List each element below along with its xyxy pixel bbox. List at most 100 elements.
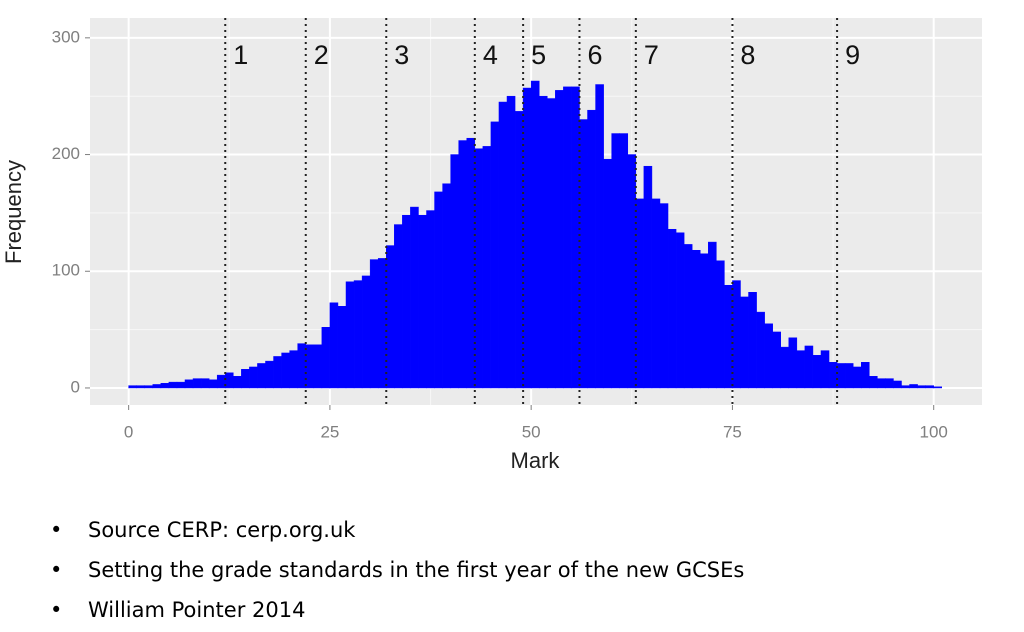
bar	[466, 137, 476, 389]
bar	[434, 191, 443, 389]
bar	[498, 101, 508, 389]
bar	[522, 87, 532, 389]
bar	[136, 385, 145, 389]
bar	[852, 366, 862, 389]
bar	[257, 363, 266, 389]
bar	[748, 292, 757, 389]
bar	[595, 84, 604, 389]
bar	[869, 376, 878, 389]
bar	[514, 111, 524, 389]
bar	[329, 302, 339, 389]
bar	[176, 381, 186, 389]
bar	[885, 378, 894, 389]
bar	[128, 385, 137, 389]
bar	[627, 154, 637, 389]
bar	[530, 80, 540, 389]
bar	[579, 119, 588, 389]
bullet: William Pointer 2014	[0, 590, 1024, 630]
bar	[361, 275, 371, 389]
bullet: Setting the grade standards in the first…	[0, 550, 1024, 590]
bullet: Source CERP: cerp.org.uk	[0, 510, 1024, 550]
x-tick-label: 75	[723, 422, 742, 441]
bar	[933, 386, 942, 389]
grade-label: 4	[483, 40, 498, 70]
y-axis-label: Frequency	[1, 160, 26, 264]
bullet-list: Source CERP: cerp.org.ukSetting the grad…	[0, 510, 1024, 630]
bar	[450, 154, 459, 389]
bar	[353, 280, 363, 389]
x-tick-label: 100	[920, 422, 948, 441]
x-tick-label: 50	[522, 422, 541, 441]
bar	[828, 362, 838, 389]
bar	[538, 95, 548, 389]
bar	[724, 285, 733, 389]
bar	[619, 133, 629, 389]
bar	[192, 378, 202, 389]
bar	[458, 140, 468, 389]
bar	[321, 327, 331, 389]
bar	[635, 198, 645, 389]
bar	[297, 343, 307, 389]
x-axis-label: Mark	[511, 448, 561, 473]
bar	[796, 350, 806, 389]
bar	[683, 244, 693, 389]
bar	[216, 374, 226, 389]
bar	[675, 232, 685, 389]
grade-label: 5	[531, 40, 546, 70]
bar	[893, 380, 902, 389]
grade-label: 9	[845, 40, 860, 70]
bar	[571, 86, 580, 389]
bar	[836, 363, 846, 389]
bar	[820, 350, 830, 389]
bar	[482, 146, 492, 389]
bar	[603, 158, 612, 389]
bar	[611, 133, 620, 389]
bar	[369, 259, 379, 389]
bar	[506, 95, 516, 389]
bar	[184, 379, 194, 389]
grade-label: 7	[644, 40, 659, 70]
bar	[337, 306, 347, 389]
bar	[241, 369, 250, 389]
bar	[474, 148, 484, 389]
bar	[860, 362, 870, 389]
y-tick-label: 0	[71, 377, 80, 396]
bar	[844, 363, 854, 389]
bar	[305, 344, 315, 389]
bar	[917, 385, 926, 389]
grade-label: 1	[233, 40, 248, 70]
y-tick-label: 100	[52, 261, 80, 280]
bar	[740, 296, 749, 389]
bar	[667, 228, 677, 389]
bar	[555, 90, 564, 389]
y-tick-label: 300	[52, 27, 80, 46]
bar	[756, 311, 765, 389]
bar	[587, 109, 596, 389]
bar	[901, 385, 910, 389]
bar	[780, 346, 790, 389]
bar	[909, 384, 918, 389]
bar	[563, 86, 572, 389]
bar	[249, 366, 258, 389]
bar	[152, 384, 162, 389]
bar	[691, 249, 701, 389]
grade-label: 8	[740, 40, 755, 70]
chart: Mark Frequency 0 25 50 75 100 0 100 200 300 1 2 3 4 5…	[1, 18, 982, 473]
bar	[643, 165, 653, 389]
bar	[547, 98, 556, 389]
x-tick-label: 25	[320, 422, 339, 441]
bar	[402, 214, 411, 389]
bar	[804, 345, 814, 389]
bar	[772, 331, 781, 389]
bar	[224, 372, 234, 389]
bar	[168, 381, 178, 389]
bar	[764, 323, 773, 389]
bar	[289, 350, 298, 389]
bar	[788, 337, 798, 389]
bar	[716, 260, 725, 389]
bar	[426, 210, 435, 389]
bar	[442, 183, 451, 389]
grade-label: 3	[394, 40, 409, 70]
bar	[490, 121, 500, 389]
bar	[386, 245, 395, 389]
